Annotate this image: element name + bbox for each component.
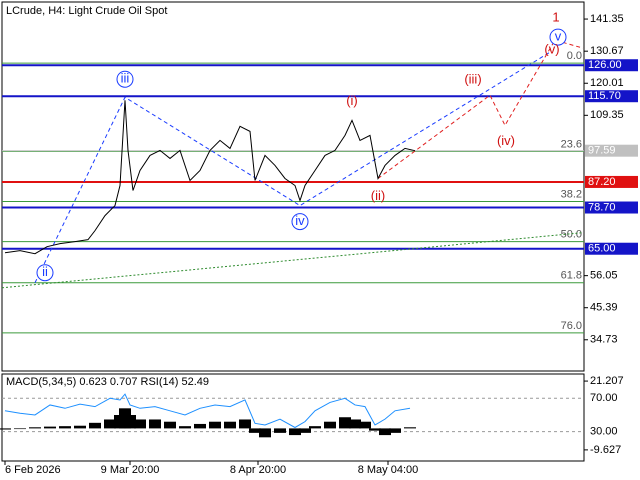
y-tick-label: 56.05 [590, 270, 618, 282]
y-tick-label: 109.35 [590, 109, 624, 121]
price-level-label: 65.00 [588, 243, 616, 255]
wave-circle [291, 213, 309, 231]
x-tick-label: 8 May 04:00 [358, 464, 419, 476]
macd-bar [59, 426, 71, 429]
macd-bar [289, 428, 301, 436]
price-level-box [585, 201, 638, 214]
y2-tick-label: 30.00 [590, 426, 618, 438]
macd-bar [224, 421, 236, 429]
macd-bar [359, 421, 371, 429]
price-level-label: 78.70 [588, 201, 616, 213]
price-level-box [585, 242, 638, 255]
price-level-label: 115.70 [588, 90, 621, 102]
sub-frame [1, 373, 585, 462]
price-level-label: 126.00 [588, 59, 622, 71]
wave-label: iii [121, 71, 130, 86]
macd-bar [164, 421, 176, 429]
y-tick-label: -9.627 [590, 444, 621, 456]
price-level-box [585, 90, 638, 103]
macd-bar [89, 422, 101, 429]
macd-bar [104, 419, 116, 429]
macd-bar [124, 415, 136, 429]
y-tick-label: 21.207 [590, 375, 624, 387]
indicator-title: MACD(5,34,5) 0.623 0.707 RSI(14) 52.49 [6, 376, 209, 388]
price-level-box [585, 59, 638, 72]
macd-bar [249, 428, 261, 433]
wave-label: (ii) [371, 188, 385, 203]
macd-bar [0, 428, 11, 430]
macd-bar [14, 428, 26, 430]
wave-circle [116, 70, 134, 88]
wave-line [377, 39, 584, 179]
y-tick-label: 120.01 [590, 77, 624, 89]
macd-bar [239, 419, 251, 429]
macd-bar [324, 421, 336, 429]
chart-title: LCrude, H4: Light Crude Oil Spot [6, 5, 167, 17]
rsi-line [4, 393, 411, 429]
y-tick-label: 141.35 [590, 13, 624, 25]
macd-bar [369, 428, 381, 431]
wave-line [34, 51, 551, 283]
macd-bar [149, 419, 161, 429]
macd-bar [194, 423, 206, 429]
macd-bar [389, 428, 401, 433]
y-tick-label: 130.67 [590, 45, 624, 57]
macd-bar [404, 427, 416, 429]
y2-tick-label: 70.00 [590, 392, 618, 404]
main-frame [1, 1, 585, 372]
x-tick-label: 6 Feb 2026 [5, 464, 61, 476]
macd-bar [209, 421, 221, 429]
wave-label: (iv) [497, 133, 515, 148]
y-tick-label: 34.73 [590, 334, 618, 346]
macd-bar [339, 417, 351, 429]
fib-label: 76.0 [561, 320, 582, 332]
macd-bar [309, 426, 321, 429]
wave-label: iv [295, 213, 305, 228]
wave-circle [36, 264, 54, 282]
macd-bar [179, 426, 191, 429]
macd-bar [29, 427, 41, 429]
wave-circle [549, 28, 567, 46]
wave-label: ii [42, 264, 48, 279]
macd-bar [44, 426, 56, 429]
fib-label: 0.0 [567, 50, 582, 62]
macd-bar [74, 425, 86, 429]
fib-label: 61.8 [561, 270, 582, 282]
price-level-label: 87.20 [588, 176, 616, 188]
macd-bar [349, 419, 361, 429]
fib-label: 38.2 [561, 188, 582, 200]
wave-label: v [555, 29, 562, 44]
wave-label: (v) [544, 42, 559, 57]
y-tick-label: 45.39 [590, 302, 618, 314]
fib-label: 50.0 [561, 229, 582, 241]
macd-bar [379, 428, 391, 436]
x-tick-label: 8 Apr 20:00 [230, 464, 286, 476]
price-level-label: 97.59 [588, 145, 616, 157]
macd-bar [274, 428, 286, 433]
macd-bar [259, 428, 271, 438]
wave-label: (iii) [464, 72, 481, 87]
wave-label: 1 [552, 10, 559, 25]
wave-label: (i) [346, 93, 358, 108]
macd-bar [134, 419, 146, 429]
wave-line [1, 232, 584, 289]
fib-label: 23.6 [561, 138, 582, 150]
price-level-box [585, 175, 638, 188]
price-line [4, 100, 416, 255]
macd-bar [299, 428, 311, 433]
price-level-box [585, 144, 638, 157]
x-tick-label: 9 Mar 20:00 [101, 464, 160, 476]
